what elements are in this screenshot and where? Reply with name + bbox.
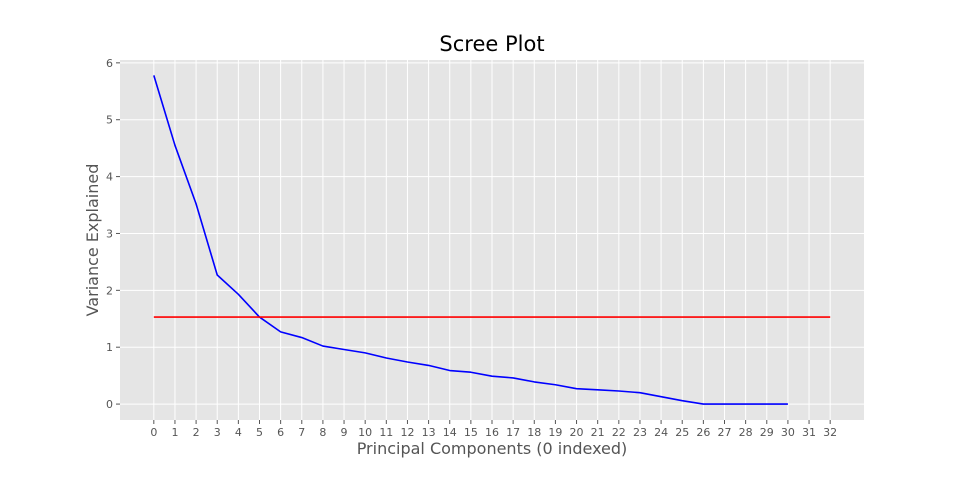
y-tick-label: 0 (106, 398, 113, 411)
x-tick-label: 26 (696, 426, 710, 439)
axis-layer: 0 1 2 3 4 5 6 7 8 9 10 11 12 13 14 15 16 17 18 19 20 21 22 23 24… (106, 57, 837, 439)
x-tick-label: 29 (760, 426, 774, 439)
x-tick-label: 17 (506, 426, 520, 439)
y-axis-label: Variance Explained (83, 164, 102, 317)
x-tick-label: 31 (802, 426, 816, 439)
y-tick-label: 2 (106, 284, 113, 297)
x-axis-label: Principal Components (0 indexed) (357, 439, 628, 458)
y-tick-label: 1 (106, 341, 113, 354)
x-tick-label: 15 (464, 426, 478, 439)
x-tick-label: 4 (235, 426, 242, 439)
chart-title: Scree Plot (439, 32, 544, 56)
x-tick-label: 9 (341, 426, 348, 439)
x-tick-label: 20 (570, 426, 584, 439)
x-tick-label: 7 (298, 426, 305, 439)
x-tick-label: 5 (256, 426, 263, 439)
x-tick-label: 1 (171, 426, 178, 439)
x-tick-label: 30 (781, 426, 795, 439)
x-tick-label: 14 (443, 426, 457, 439)
x-tick-label: 28 (739, 426, 753, 439)
grid-layer (120, 60, 864, 420)
x-tick-label: 32 (823, 426, 837, 439)
x-tick-label: 3 (214, 426, 221, 439)
x-tick-label: 8 (319, 426, 326, 439)
x-tick-label: 6 (277, 426, 284, 439)
x-tick-label: 27 (718, 426, 732, 439)
x-tick-label: 10 (358, 426, 372, 439)
x-tick-label: 2 (193, 426, 200, 439)
y-tick-label: 3 (106, 227, 113, 240)
x-tick-label: 13 (422, 426, 436, 439)
x-tick-label: 23 (633, 426, 647, 439)
x-tick-label: 21 (591, 426, 605, 439)
y-tick-label: 6 (106, 57, 113, 70)
x-tick-label: 22 (612, 426, 626, 439)
x-tick-label: 12 (400, 426, 414, 439)
series-layer (153, 75, 831, 405)
x-tick-label: 11 (379, 426, 393, 439)
x-tick-label: 25 (675, 426, 689, 439)
x-tick-label: 0 (150, 426, 157, 439)
x-tick-label: 19 (548, 426, 562, 439)
x-tick-label: 16 (485, 426, 499, 439)
y-tick-label: 4 (106, 171, 113, 184)
x-tick-label: 18 (527, 426, 541, 439)
x-tick-label: 24 (654, 426, 668, 439)
y-tick-label: 5 (106, 114, 113, 127)
